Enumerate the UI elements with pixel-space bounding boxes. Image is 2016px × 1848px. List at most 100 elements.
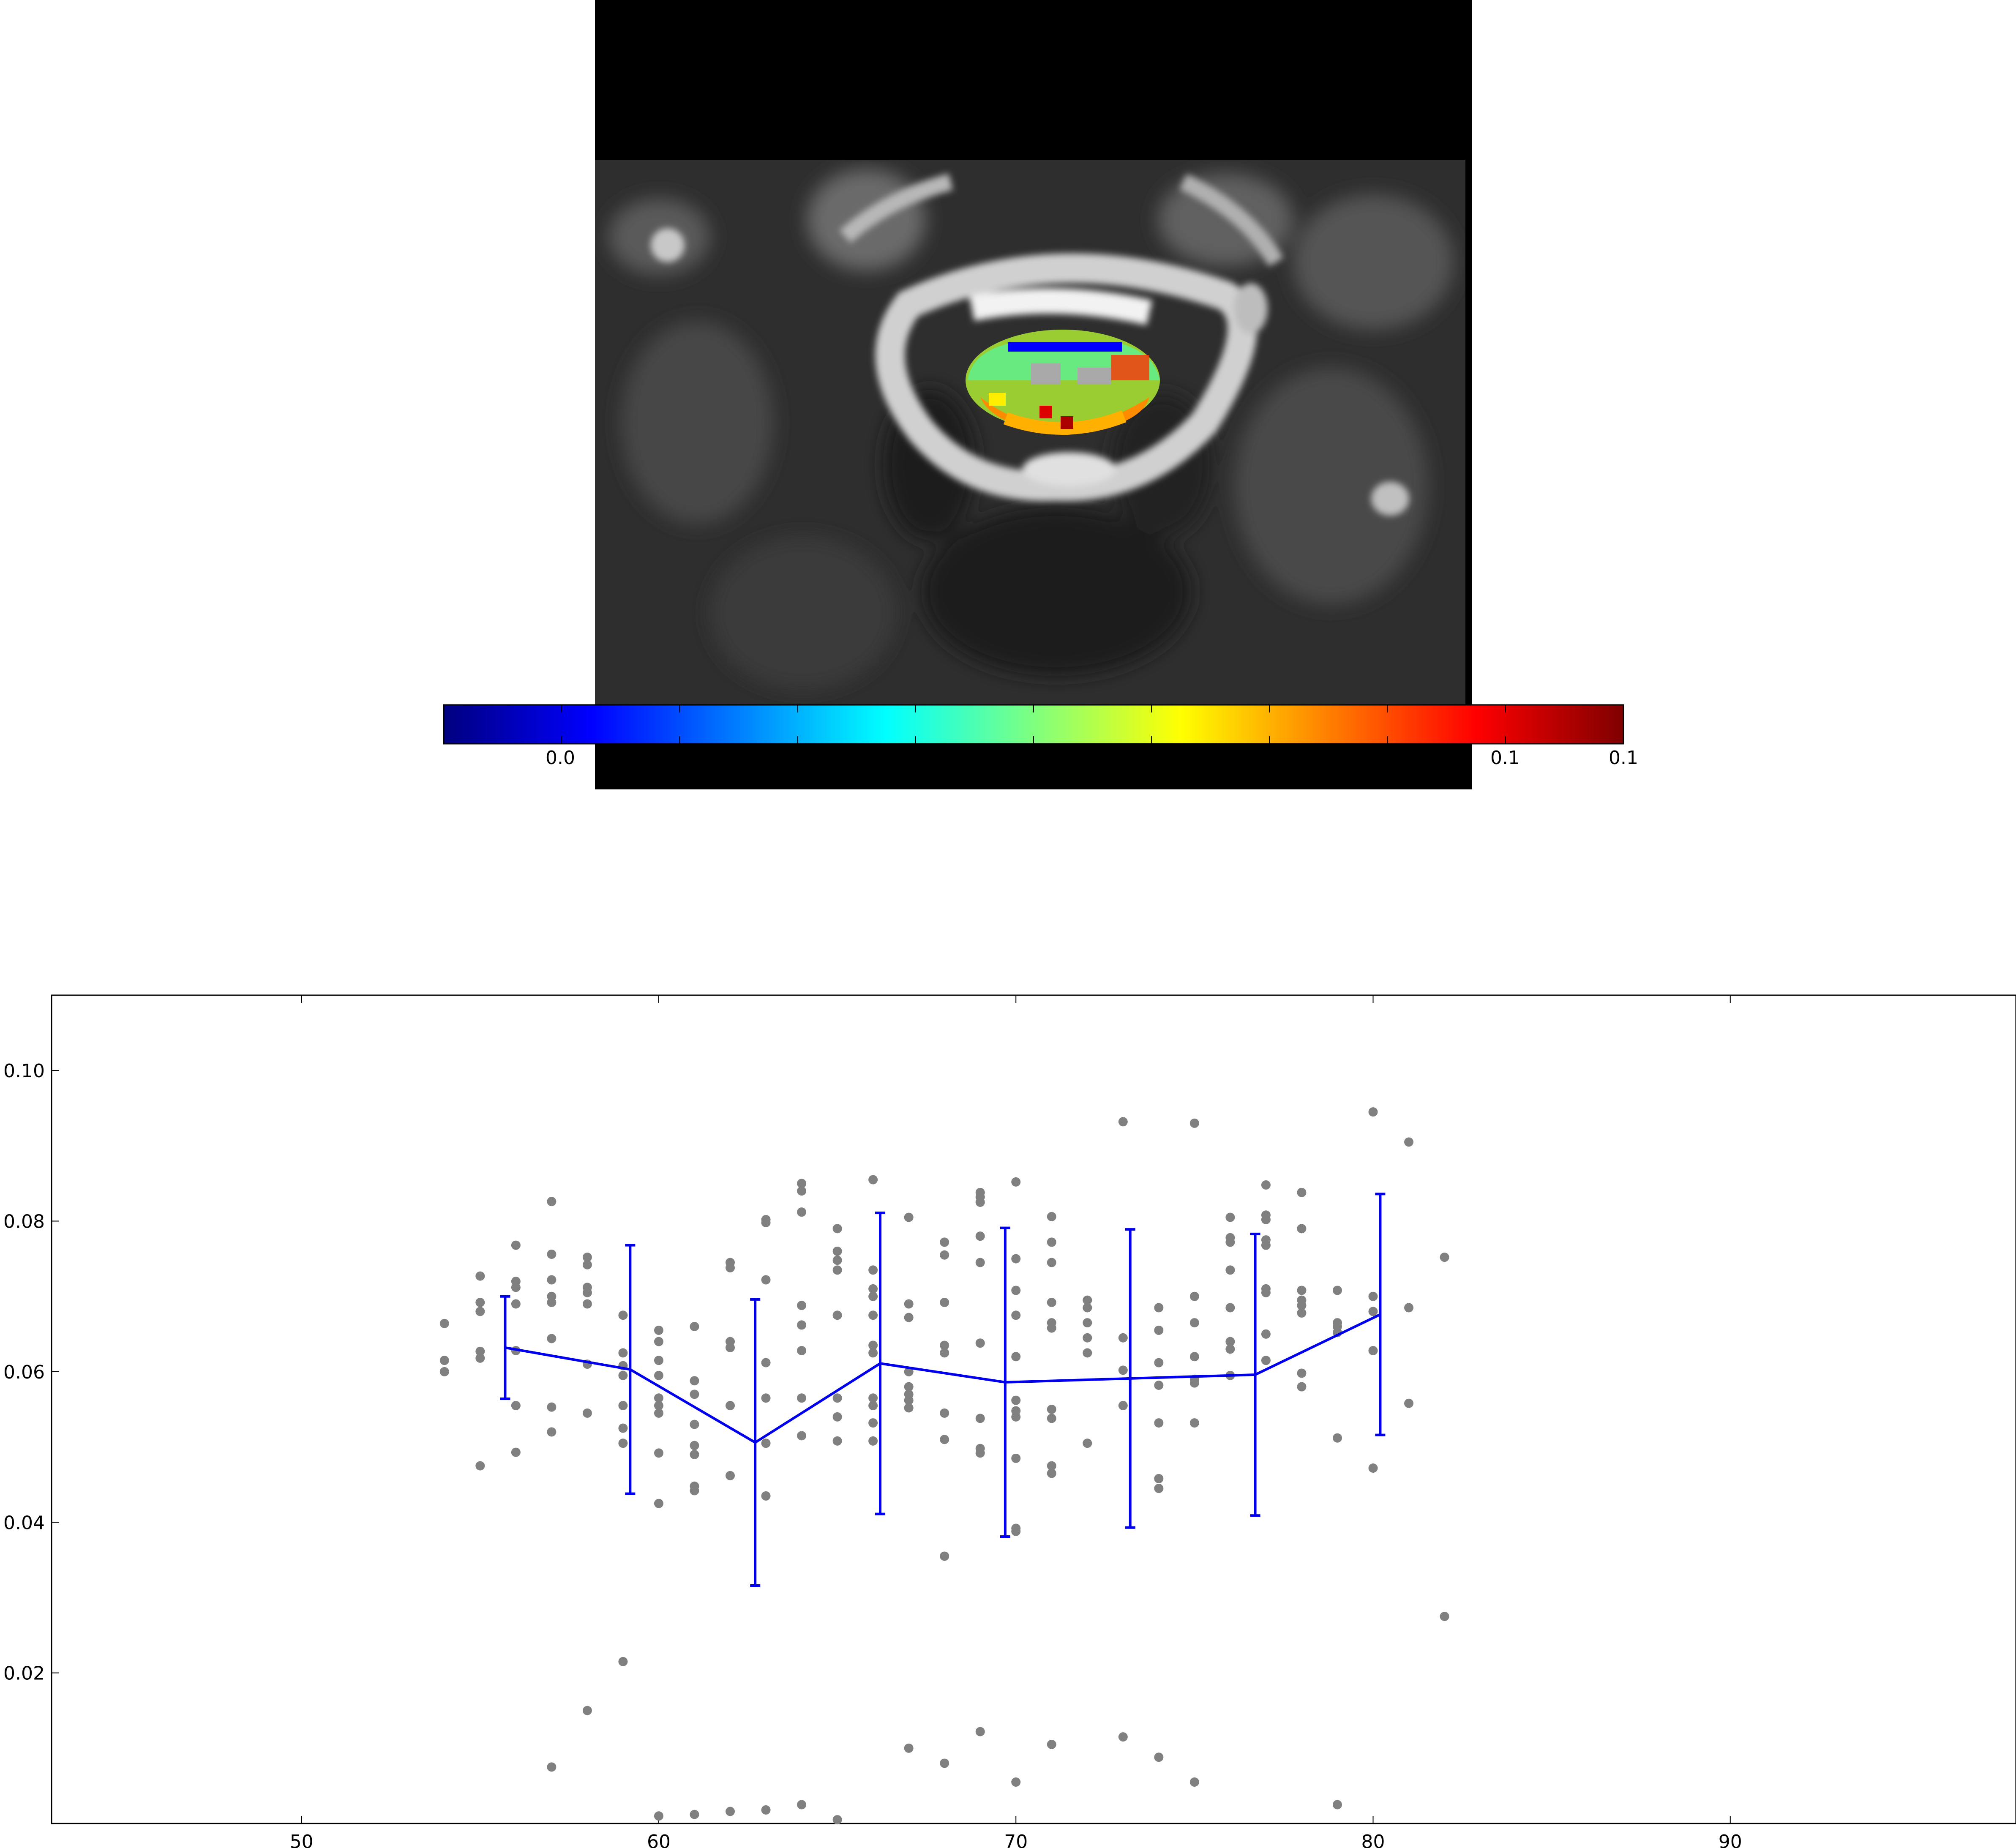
data-point — [797, 1207, 807, 1217]
data-point — [1368, 1346, 1378, 1356]
data-point — [1083, 1348, 1092, 1358]
data-point — [1011, 1177, 1021, 1187]
data-point — [797, 1320, 807, 1330]
data-point — [797, 1393, 807, 1403]
data-point — [1225, 1337, 1235, 1346]
data-point — [654, 1325, 663, 1335]
data-point — [904, 1382, 914, 1392]
data-point — [1189, 1418, 1199, 1428]
data-point — [618, 1310, 628, 1320]
data-point — [904, 1743, 914, 1753]
data-point — [1297, 1308, 1307, 1318]
data-point — [690, 1810, 699, 1819]
data-point — [940, 1408, 949, 1418]
data-point — [1154, 1474, 1164, 1483]
data-point — [940, 1348, 949, 1358]
data-point — [1189, 1118, 1199, 1128]
data-point — [1225, 1237, 1235, 1247]
data-point — [582, 1706, 592, 1715]
data-point — [761, 1358, 771, 1368]
data-point — [1118, 1401, 1128, 1411]
data-point — [1154, 1418, 1164, 1428]
data-point — [761, 1393, 771, 1403]
data-point — [868, 1310, 878, 1320]
x-tick-label: 70 — [1004, 1831, 1028, 1848]
data-point — [1368, 1307, 1378, 1316]
data-point — [511, 1447, 521, 1457]
data-point — [797, 1186, 807, 1196]
y-tick-label: 0.04 — [3, 1512, 45, 1534]
data-point — [582, 1288, 592, 1297]
data-point — [1047, 1461, 1056, 1471]
data-point — [654, 1448, 663, 1458]
y-tick-label: 0.10 — [3, 1060, 45, 1082]
x-axis: 50 60 70 80 90 — [290, 995, 1742, 1848]
data-point — [975, 1338, 985, 1348]
x-tick-label: 50 — [290, 1831, 314, 1848]
data-point — [832, 1412, 842, 1422]
data-point — [1047, 1469, 1056, 1478]
data-point — [547, 1762, 557, 1772]
data-point — [547, 1275, 557, 1285]
colorbar-tick-label-high: 0.1 — [1609, 747, 1638, 769]
data-point — [797, 1431, 807, 1441]
data-point — [761, 1491, 771, 1501]
data-point — [1047, 1237, 1056, 1247]
data-point — [1047, 1414, 1056, 1423]
data-point — [1297, 1301, 1307, 1310]
data-point — [1011, 1254, 1021, 1264]
data-point — [904, 1403, 914, 1413]
data-point — [1118, 1333, 1128, 1343]
data-point — [618, 1657, 628, 1666]
data-point — [1225, 1265, 1235, 1275]
data-point — [1047, 1739, 1056, 1749]
data-point — [439, 1318, 449, 1328]
data-point — [1011, 1777, 1021, 1787]
data-point — [654, 1401, 663, 1411]
data-point — [832, 1393, 842, 1403]
data-point — [1154, 1752, 1164, 1762]
data-point — [726, 1343, 735, 1352]
data-point — [511, 1299, 521, 1309]
data-point — [618, 1370, 628, 1380]
data-point — [726, 1807, 735, 1816]
data-point — [690, 1322, 699, 1331]
data-point — [797, 1301, 807, 1310]
data-point — [690, 1376, 699, 1386]
data-point — [1083, 1333, 1092, 1343]
data-point — [832, 1224, 842, 1234]
scatter-points — [439, 1107, 1449, 1825]
data-point — [1404, 1137, 1414, 1147]
data-point — [547, 1402, 557, 1412]
y-tick-label: 0.06 — [3, 1362, 45, 1383]
data-point — [475, 1271, 485, 1281]
data-point — [547, 1249, 557, 1259]
data-point — [1011, 1395, 1021, 1405]
data-point — [618, 1439, 628, 1448]
data-point — [975, 1727, 985, 1736]
data-point — [1011, 1453, 1021, 1463]
data-point — [1440, 1612, 1449, 1621]
data-point — [1154, 1484, 1164, 1493]
data-point — [547, 1197, 557, 1207]
mri-scan — [595, 160, 1465, 705]
data-point — [475, 1307, 485, 1316]
data-point — [582, 1408, 592, 1418]
data-point — [1047, 1323, 1056, 1333]
data-point — [1154, 1358, 1164, 1368]
data-point — [511, 1283, 521, 1292]
data-point — [940, 1551, 949, 1561]
data-point — [1297, 1187, 1307, 1197]
data-point — [1225, 1344, 1235, 1354]
data-point — [940, 1297, 949, 1307]
data-point — [1047, 1297, 1056, 1307]
colorbar-tick-label-low: 0.0 — [546, 747, 575, 769]
data-point — [975, 1448, 985, 1458]
colorbar-ticks — [561, 705, 1506, 744]
data-point — [1083, 1318, 1092, 1328]
data-point — [904, 1299, 914, 1309]
data-point — [1404, 1398, 1414, 1408]
data-point — [1189, 1777, 1199, 1787]
data-point — [654, 1370, 663, 1380]
data-point — [832, 1265, 842, 1275]
